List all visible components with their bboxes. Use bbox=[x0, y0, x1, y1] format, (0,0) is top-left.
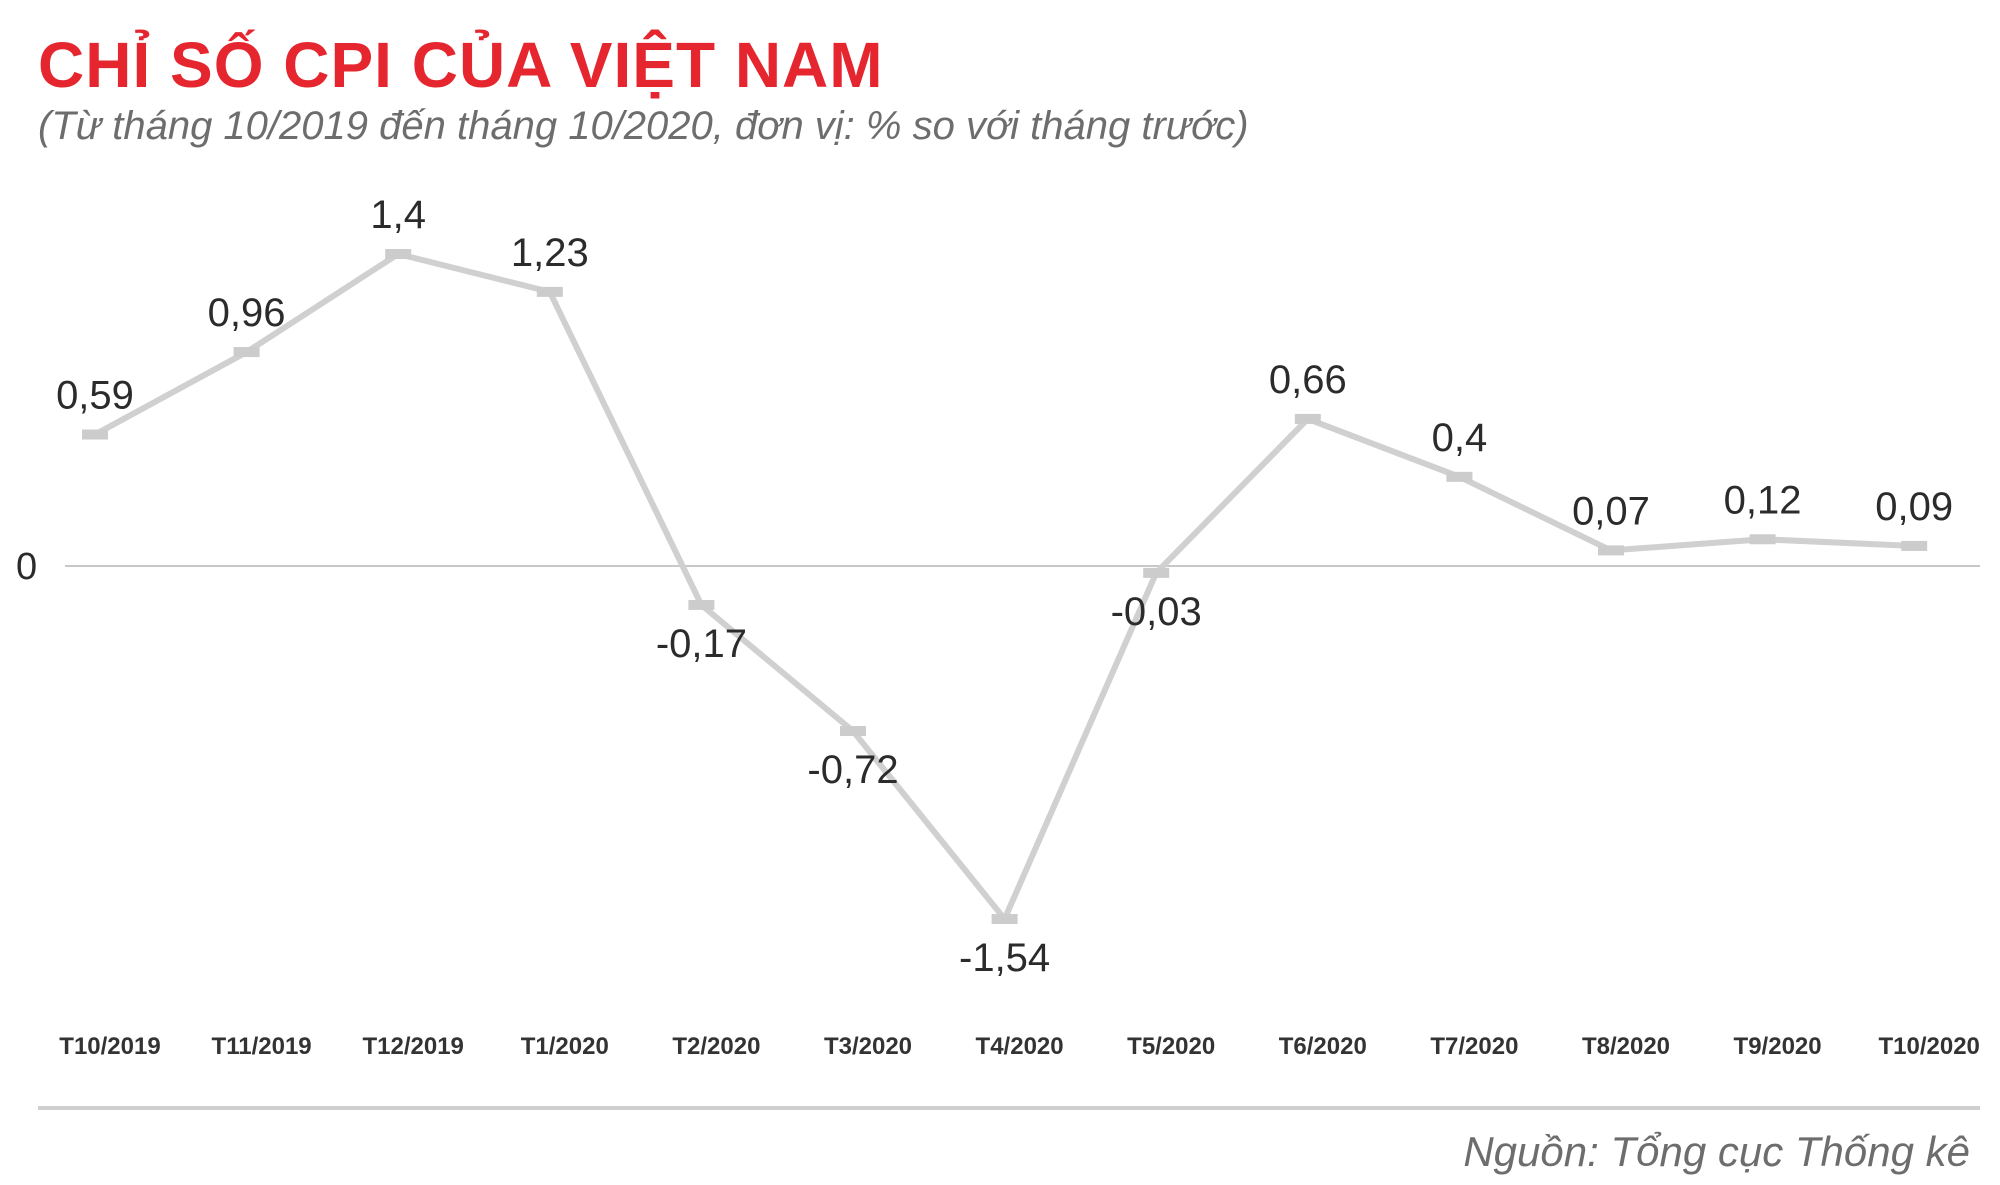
data-label-t5-2020: -0,03 bbox=[1111, 590, 1202, 634]
chart-subtitle: (Từ tháng 10/2019 đến tháng 10/2020, đơn… bbox=[38, 104, 1249, 148]
chart-title: CHỈ SỐ CPI CỦA VIỆT NAM bbox=[38, 29, 884, 101]
x-tick-label: T7/2020 bbox=[1430, 1033, 1518, 1060]
x-axis-ticks: T10/2019 T11/2019 T12/2019 T1/2020 T2/2020 T3… bbox=[59, 1033, 1980, 1060]
x-tick-label: T4/2020 bbox=[976, 1033, 1064, 1060]
data-marker-t9-2020 bbox=[1749, 534, 1776, 545]
data-marker-t2-2020 bbox=[688, 599, 715, 610]
data-marker-t4-2020 bbox=[991, 914, 1018, 924]
source-note: Nguồn: Tổng cục Thống kê bbox=[1463, 1128, 1970, 1175]
data-label-t10-2019: 0,59 bbox=[56, 374, 134, 418]
data-marker-t10-2020 bbox=[1901, 540, 1928, 551]
data-label-t10-2020: 0,09 bbox=[1875, 485, 1953, 529]
data-marker-t8-2020 bbox=[1598, 545, 1624, 556]
data-marker-t10-2019 bbox=[82, 429, 108, 440]
x-tick-label: T6/2020 bbox=[1279, 1033, 1367, 1060]
x-tick-label: T2/2020 bbox=[672, 1033, 760, 1060]
x-tick-label: T3/2020 bbox=[824, 1033, 912, 1060]
data-marker-t12-2019 bbox=[385, 249, 412, 259]
data-label-t3-2020: -0,72 bbox=[807, 748, 898, 792]
data-marker-t1-2020 bbox=[536, 286, 563, 297]
data-label-t12-2019: 1,4 bbox=[370, 193, 426, 237]
x-tick-label: T9/2020 bbox=[1734, 1033, 1822, 1060]
data-label-t8-2020: 0,07 bbox=[1572, 489, 1650, 533]
data-marker-t5-2020 bbox=[1143, 567, 1170, 578]
data-markers bbox=[82, 249, 1928, 924]
x-tick-label: T11/2019 bbox=[212, 1033, 312, 1060]
data-marker-t7-2020 bbox=[1446, 471, 1473, 482]
data-label-t11-2019: 0,96 bbox=[208, 291, 286, 335]
y-tick-label: 0 bbox=[16, 546, 37, 588]
data-marker-t6-2020 bbox=[1294, 413, 1321, 424]
data-labels: 0,59 0,96 1,4 1,23 -0,17 -0,72 -1,54 -0,03 0,66 0… bbox=[56, 193, 1953, 980]
data-label-t1-2020: 1,23 bbox=[511, 231, 589, 275]
x-tick-label: T10/2019 bbox=[59, 1033, 160, 1060]
x-tick-label: T10/2020 bbox=[1878, 1033, 1979, 1060]
data-label-t7-2020: 0,4 bbox=[1432, 416, 1488, 460]
cpi-series-line bbox=[93, 251, 1915, 922]
y-axis-ticks: 0 bbox=[16, 546, 37, 588]
data-label-t9-2020: 0,12 bbox=[1724, 478, 1802, 522]
data-label-t4-2020: -1,54 bbox=[959, 936, 1050, 980]
data-label-t2-2020: -0,17 bbox=[656, 622, 747, 666]
x-tick-label: T8/2020 bbox=[1582, 1033, 1670, 1060]
x-tick-label: T1/2020 bbox=[521, 1033, 609, 1060]
x-tick-label: T5/2020 bbox=[1127, 1033, 1215, 1060]
data-marker-t11-2019 bbox=[233, 347, 260, 358]
x-tick-label: T12/2019 bbox=[362, 1033, 463, 1060]
data-label-t6-2020: 0,66 bbox=[1269, 358, 1347, 402]
data-marker-t3-2020 bbox=[840, 726, 866, 737]
